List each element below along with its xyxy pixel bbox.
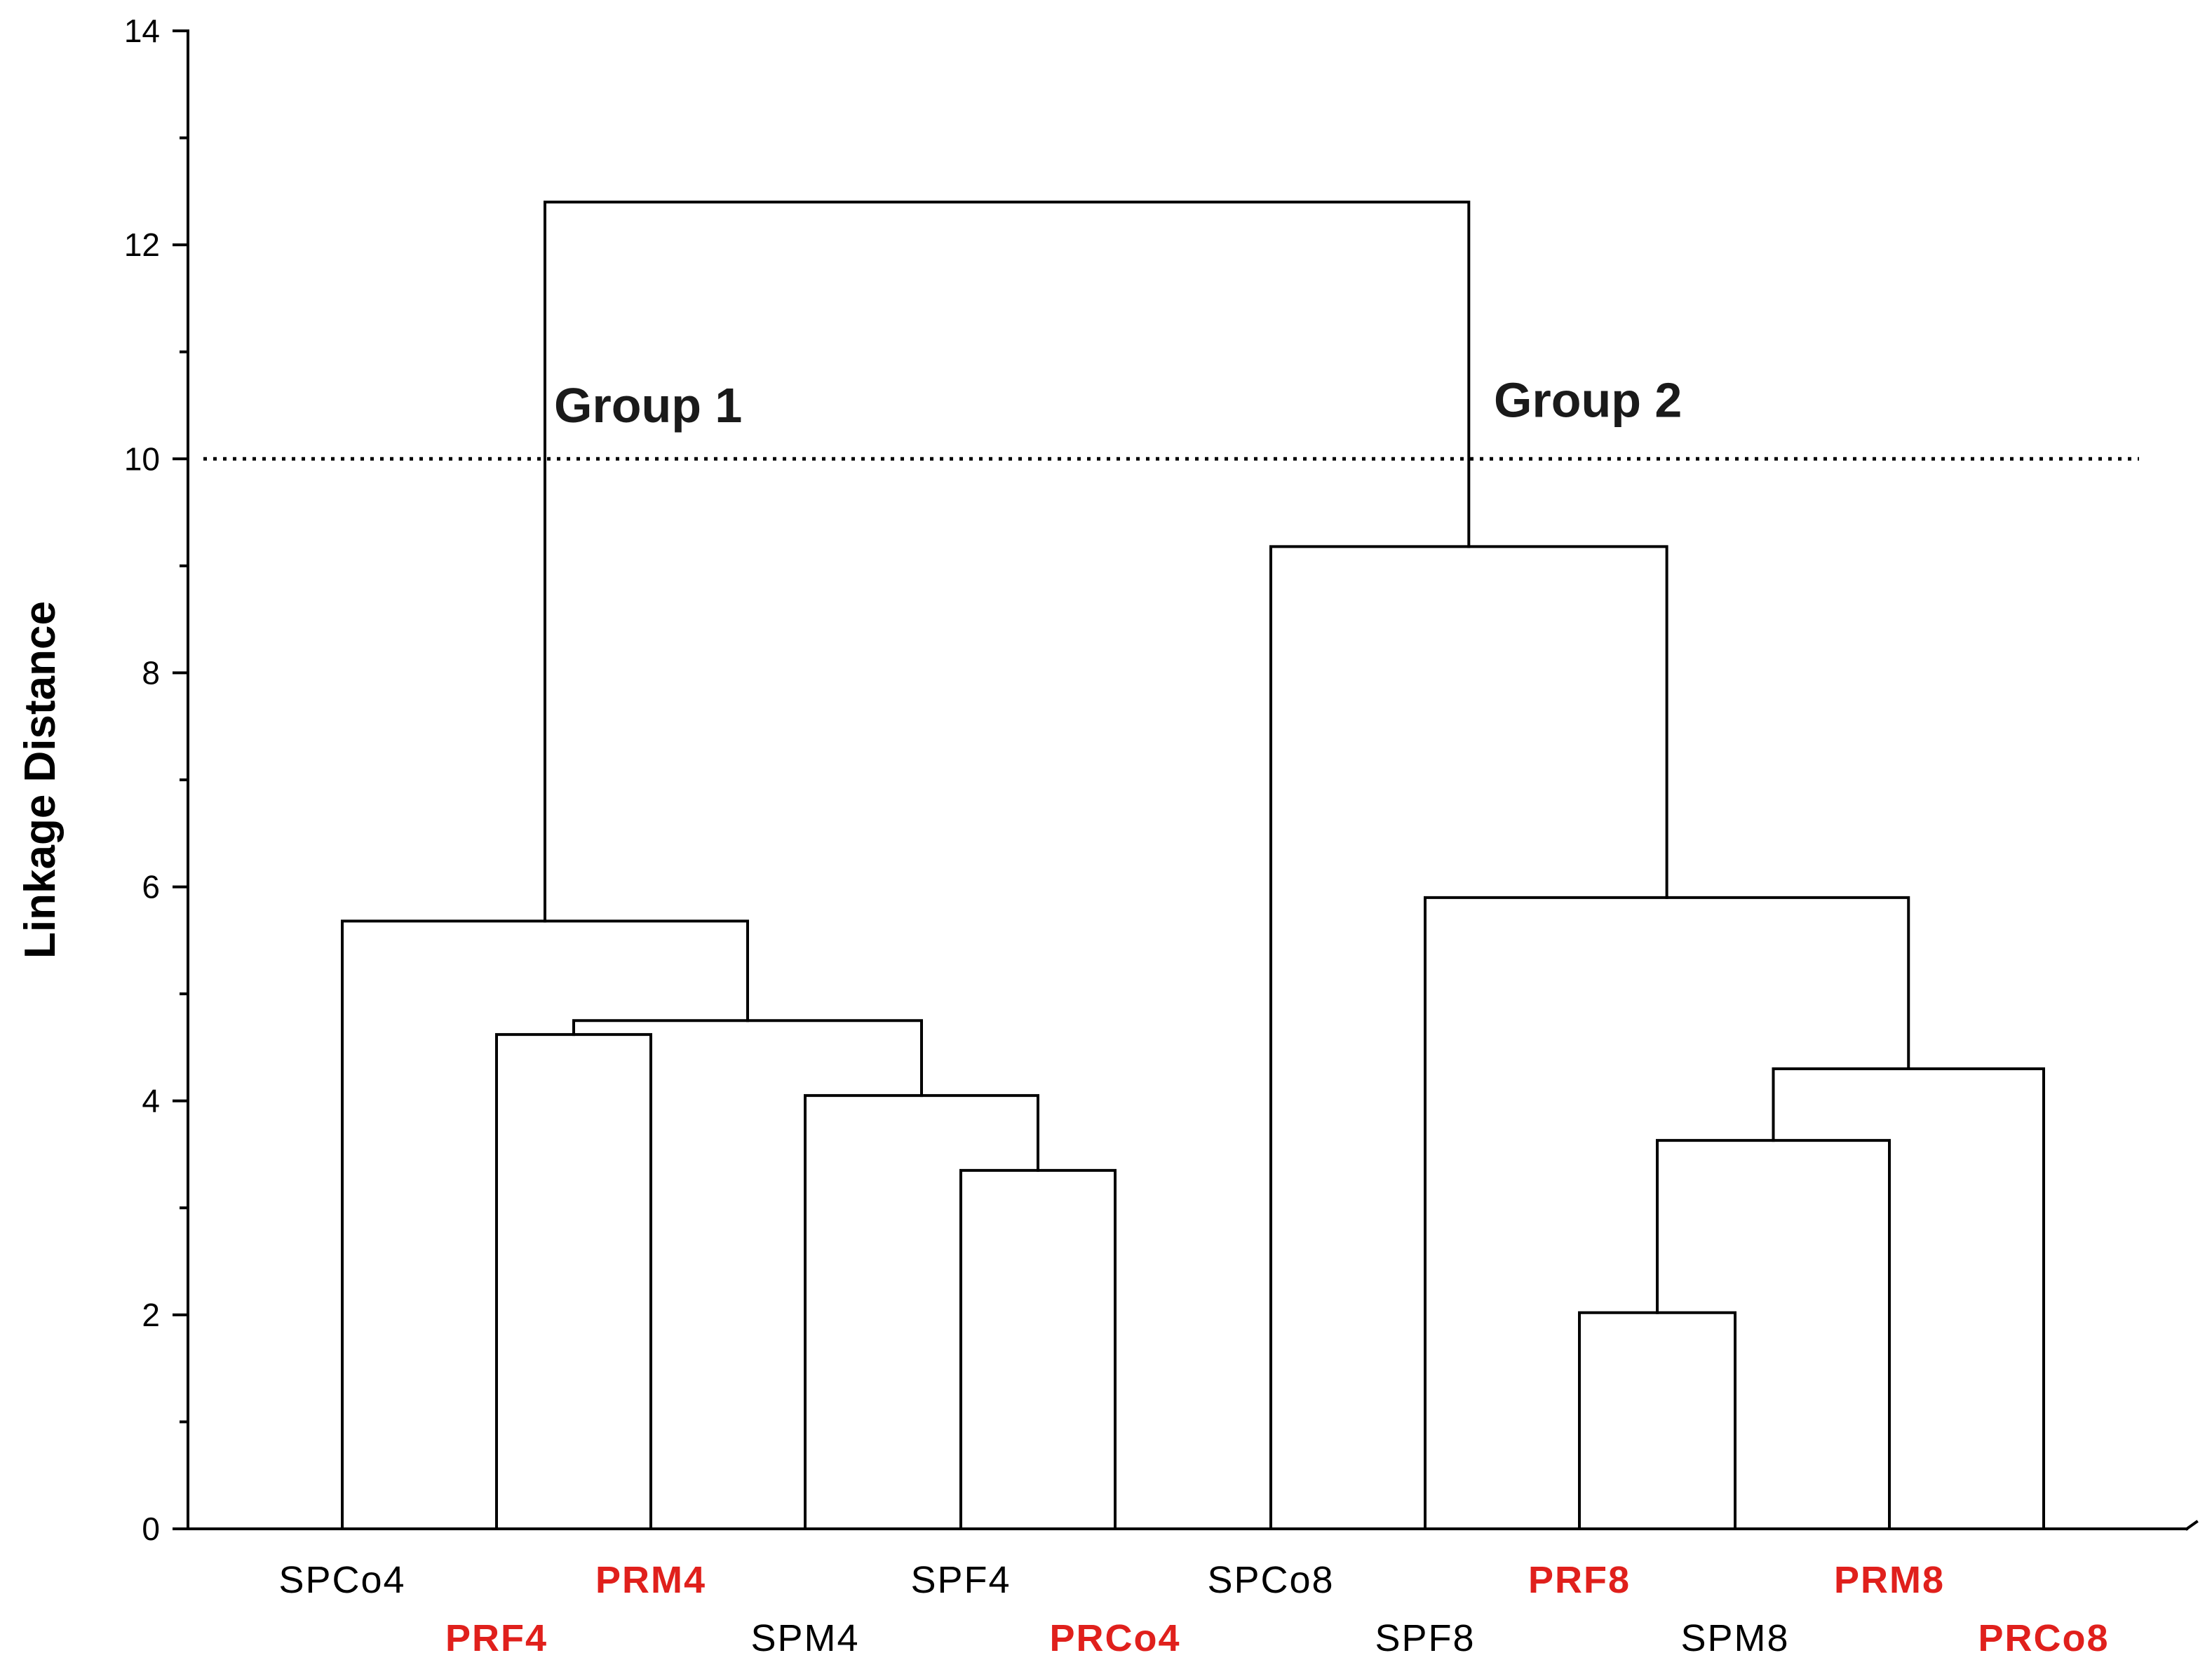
leaf-label-spm4: SPM4 (750, 1617, 859, 1659)
axes (187, 29, 2199, 1531)
y-tick-label: 0 (142, 1511, 160, 1547)
leaf-label-spco8: SPCo8 (1207, 1559, 1334, 1601)
y-tick-label: 6 (142, 869, 160, 905)
merge-4 (341, 919, 749, 1530)
merge-5 (1578, 1311, 1736, 1530)
y-tick-label: 8 (142, 654, 160, 691)
x-axis-end-tick (2185, 1520, 2199, 1531)
merge-8 (1424, 896, 1910, 1530)
group-label-1: Group 1 (554, 378, 742, 433)
leaf-label-spf8: SPF8 (1375, 1617, 1475, 1659)
y-ticks: 0 2 4 6 8 10 12 14 (124, 13, 189, 1547)
group-label-2: Group 2 (1494, 372, 1682, 427)
group-labels: Group 1 Group 2 (554, 372, 1682, 433)
merge-6 (1656, 1139, 1891, 1530)
leaf-label-prf8: PRF8 (1528, 1559, 1631, 1601)
merge-10 (544, 201, 1471, 923)
merge-0 (959, 1168, 1117, 1530)
merge-9 (1269, 545, 1668, 1530)
leaf-label-spf4: SPF4 (910, 1559, 1011, 1601)
y-tick-label: 12 (124, 227, 160, 263)
leaf-label-prco4: PRCo4 (1049, 1617, 1180, 1659)
leaf-label-prm8: PRM8 (1834, 1559, 1945, 1601)
leaf-label-prm4: PRM4 (595, 1559, 706, 1601)
leaf-label-prco8: PRCo8 (1978, 1617, 2109, 1659)
leaf-labels: SPCo4 PRF4 PRM4 SPM4 SPF4 PRCo4 SPCo8 SPF8 PRF8 S… (278, 1559, 2109, 1659)
dendrogram-branches (341, 201, 2045, 1530)
leaf-label-spco4: SPCo4 (278, 1559, 405, 1601)
merge-1 (804, 1094, 1039, 1530)
leaf-label-prf4: PRF4 (445, 1617, 548, 1659)
merge-2 (495, 1033, 652, 1530)
y-tick-label: 10 (124, 440, 160, 477)
leaf-label-spm8: SPM8 (1680, 1617, 1789, 1659)
y-tick-label: 2 (142, 1297, 160, 1333)
y-tick-label: 4 (142, 1083, 160, 1119)
merge-3 (572, 1019, 923, 1098)
merge-7 (1772, 1067, 2045, 1530)
y-tick-label: 14 (124, 13, 160, 49)
y-axis-title: Linkage Distance (16, 601, 65, 959)
